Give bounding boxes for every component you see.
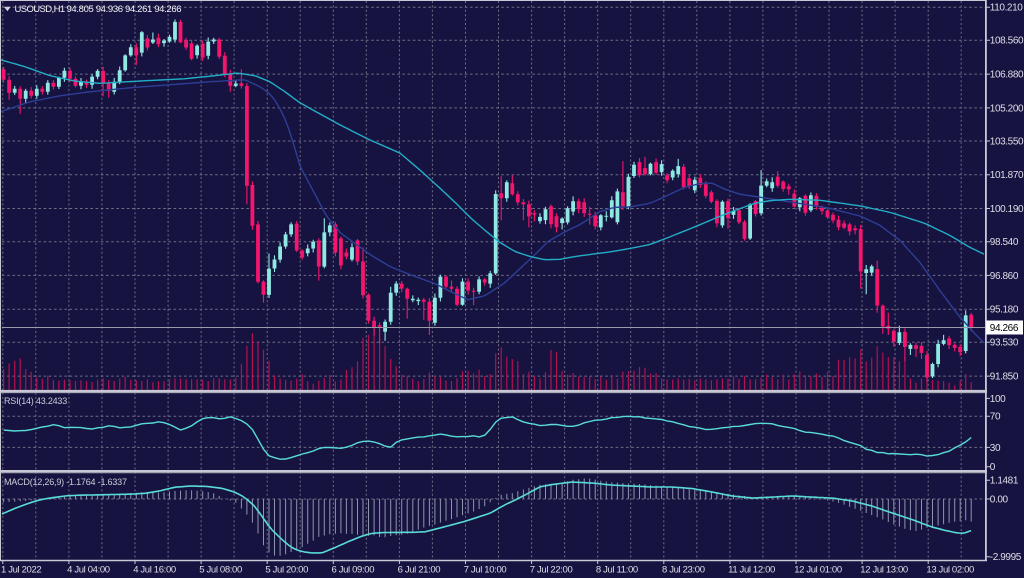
svg-text:95.180: 95.180 — [990, 305, 1019, 316]
svg-text:0: 0 — [990, 462, 996, 473]
svg-text:12 Jul 01:00: 12 Jul 01:00 — [794, 564, 842, 575]
svg-text:94.805 94.936 94.261 94.266: 94.805 94.936 94.261 94.266 — [67, 4, 182, 15]
svg-text:100: 100 — [990, 394, 1006, 405]
svg-text:98.540: 98.540 — [990, 237, 1019, 248]
svg-text:7 Jul 10:00: 7 Jul 10:00 — [464, 564, 507, 575]
svg-text:12 Jul 13:00: 12 Jul 13:00 — [860, 564, 908, 575]
svg-text:6 Jul 21:00: 6 Jul 21:00 — [398, 564, 441, 575]
svg-text:RSI(14) 43.2433: RSI(14) 43.2433 — [4, 396, 67, 406]
svg-text:6 Jul 09:00: 6 Jul 09:00 — [332, 564, 375, 575]
svg-text:11 Jul 12:00: 11 Jul 12:00 — [728, 564, 775, 575]
svg-text:4 Jul 16:00: 4 Jul 16:00 — [133, 564, 176, 575]
svg-text:MACD(12,26,9) -1.1764 -1.6337: MACD(12,26,9) -1.1764 -1.6337 — [4, 477, 127, 487]
svg-text:93.530: 93.530 — [990, 338, 1019, 349]
svg-text:91.850: 91.850 — [990, 372, 1019, 383]
svg-text:96.860: 96.860 — [990, 271, 1019, 282]
svg-text:110.210: 110.210 — [990, 3, 1023, 14]
svg-text:70: 70 — [990, 412, 1001, 423]
svg-text:106.880: 106.880 — [990, 70, 1024, 81]
svg-text:100.190: 100.190 — [990, 204, 1024, 215]
svg-text:1 Jul 2022: 1 Jul 2022 — [1, 564, 41, 575]
svg-text:0.00: 0.00 — [990, 494, 1009, 505]
svg-text:103.550: 103.550 — [990, 136, 1024, 147]
svg-text:8 Jul 11:00: 8 Jul 11:00 — [596, 564, 638, 575]
svg-text:101.870: 101.870 — [990, 170, 1024, 181]
svg-text:5 Jul 08:00: 5 Jul 08:00 — [199, 564, 242, 575]
svg-text:13 Jul 02:00: 13 Jul 02:00 — [926, 564, 974, 575]
svg-text:USOUSD,H1: USOUSD,H1 — [15, 4, 65, 15]
svg-text:30: 30 — [990, 443, 1001, 454]
svg-text:105.200: 105.200 — [990, 103, 1024, 114]
svg-text:-2.9995: -2.9995 — [990, 552, 1022, 563]
svg-text:5 Jul 20:00: 5 Jul 20:00 — [265, 564, 308, 575]
svg-text:7 Jul 22:00: 7 Jul 22:00 — [530, 564, 573, 575]
svg-text:1.1481: 1.1481 — [990, 476, 1019, 487]
svg-text:94.266: 94.266 — [990, 323, 1019, 334]
svg-text:8 Jul 23:00: 8 Jul 23:00 — [662, 564, 705, 575]
svg-text:108.560: 108.560 — [990, 36, 1024, 47]
svg-text:4 Jul 04:00: 4 Jul 04:00 — [67, 564, 110, 575]
